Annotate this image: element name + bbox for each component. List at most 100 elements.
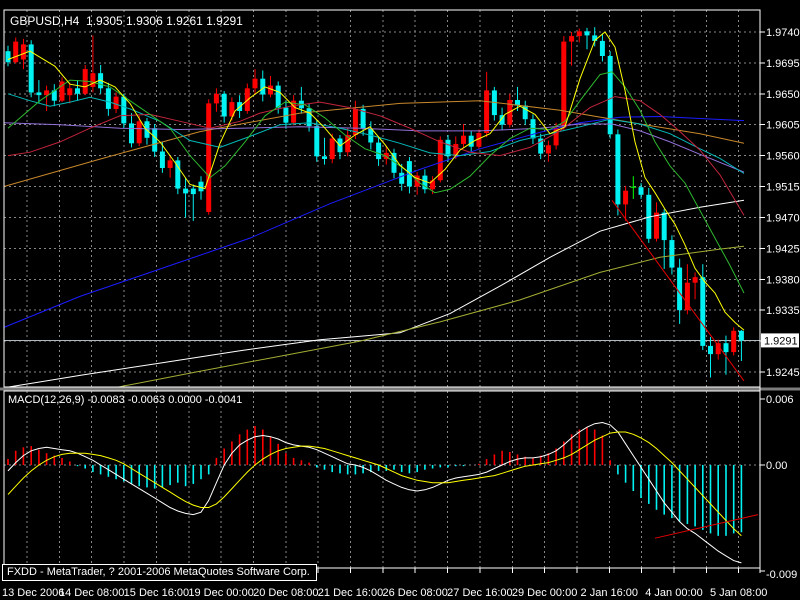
bear-candle [51,90,57,101]
macd-hist-bar [362,465,364,474]
bull-candle [59,81,65,101]
panel-separator[interactable] [0,387,800,391]
bull-candle [113,96,119,109]
bull-candle [654,212,659,239]
macd-panel[interactable] [3,390,761,569]
macd-hist-bar [501,450,503,465]
macd-axis-label: 0.00 [766,460,787,472]
macd-trendline[interactable] [654,514,759,539]
macd-hist-bar [215,457,218,465]
macd-hist-bar [346,465,349,475]
bear-candle [183,188,189,194]
bull-candle [20,44,26,60]
bear-candle [723,343,729,353]
bear-candle [592,35,598,41]
macd-hist-bar [69,461,71,465]
macd-hist-bar [285,453,287,465]
macd-hist-bar [648,465,650,504]
price-axis-label: 1.9245 [766,367,800,379]
bull-candle [545,145,551,154]
macd-hist-bar [323,465,326,470]
bull-candle [553,127,559,146]
macd-hist-bar [53,455,56,465]
bull-candle [507,100,513,125]
macd-hist-bar [539,455,542,465]
bear-candle [275,85,281,108]
macd-hist-bar [671,465,673,519]
macd-hist-bar [107,465,110,477]
macd-hist-bar [709,465,712,534]
macd-hist-bar [509,452,511,465]
price-axis-label: 1.9335 [766,305,800,317]
macd-hist-bar [694,465,696,527]
macd-hist-bar [316,465,318,468]
macd-hist-bar [601,435,604,465]
bear-candle [283,107,289,123]
bear-candle [28,44,34,93]
macd-hist-bar [524,456,526,465]
time-axis-label: 15 Dec 16:00 [124,587,189,599]
macd-hist-bar [547,453,550,465]
macd-hist-bar [169,465,171,486]
macd-indicator-caption: MACD(12,26,9) -0.0083 -0.0063 0.0000 -0.… [8,394,243,406]
bear-candle [468,135,474,147]
macd-hist-bar [663,465,665,515]
macd-hist-bar [717,465,719,536]
bull-candle [352,108,358,135]
bear-candle [700,277,706,346]
macd-hist-bar [678,465,681,522]
bear-candle [499,115,505,125]
ma-blue-line [3,115,745,328]
time-axis-label: 2 Jan 16:00 [581,587,639,599]
price-axis-label: 1.9740 [766,27,800,39]
macd-hist-bar [408,465,411,474]
bull-candle [576,31,582,37]
macd-hist-bar [161,465,164,488]
bull-candle [437,139,443,181]
bull-candle [291,100,297,123]
macd-hist-bar [385,465,388,471]
macd-hist-bar [377,465,380,471]
macd-hist-bar [370,465,372,473]
macd-axis-label: 0.006 [766,394,794,406]
macd-hist-bar [740,465,743,533]
bull-candle [136,121,142,144]
macd-hist-bar [223,448,225,465]
time-axis-label: 4 Jan 00:00 [645,587,703,599]
macd-hist-bar [99,465,102,475]
ma-olive-slow-line [117,245,745,388]
bull-candle [731,330,737,353]
price-axis-label: 1.9695 [766,58,800,70]
macd-hist-bar [532,457,534,465]
bull-candle [453,144,459,157]
price-axis-label: 1.9650 [766,89,800,101]
bull-candle [67,88,73,96]
bull-candle [229,102,235,117]
macd-hist-bar [447,465,449,468]
bear-candle [221,93,227,117]
ma-white-slow-line [3,199,745,389]
time-axis-label: 13 Dec 2006 [2,587,64,599]
macd-hist-bar [725,465,727,536]
macd-hist-bar [207,465,210,475]
downtrend-line[interactable] [611,200,745,382]
macd-hist-bar [624,465,627,483]
price-axis-label: 1.9605 [766,120,800,132]
price-axis-label: 1.9380 [766,274,800,286]
macd-hist-bar [516,454,519,465]
bear-candle [105,88,111,109]
macd-hist-bar [462,465,465,467]
price-axis-label: 1.9515 [766,182,800,194]
macd-hist-bar [246,429,249,465]
macd-hist-bar [238,434,241,465]
macd-hist-bar [92,465,94,473]
bear-candle [445,139,451,157]
bull-candle [329,138,335,160]
macd-signal-line [7,431,742,537]
bull-candle [13,41,19,63]
macd-hist-bar [300,460,303,465]
bull-candle [44,90,50,96]
time-axis-label: 27 Dec 16:00 [447,587,512,599]
